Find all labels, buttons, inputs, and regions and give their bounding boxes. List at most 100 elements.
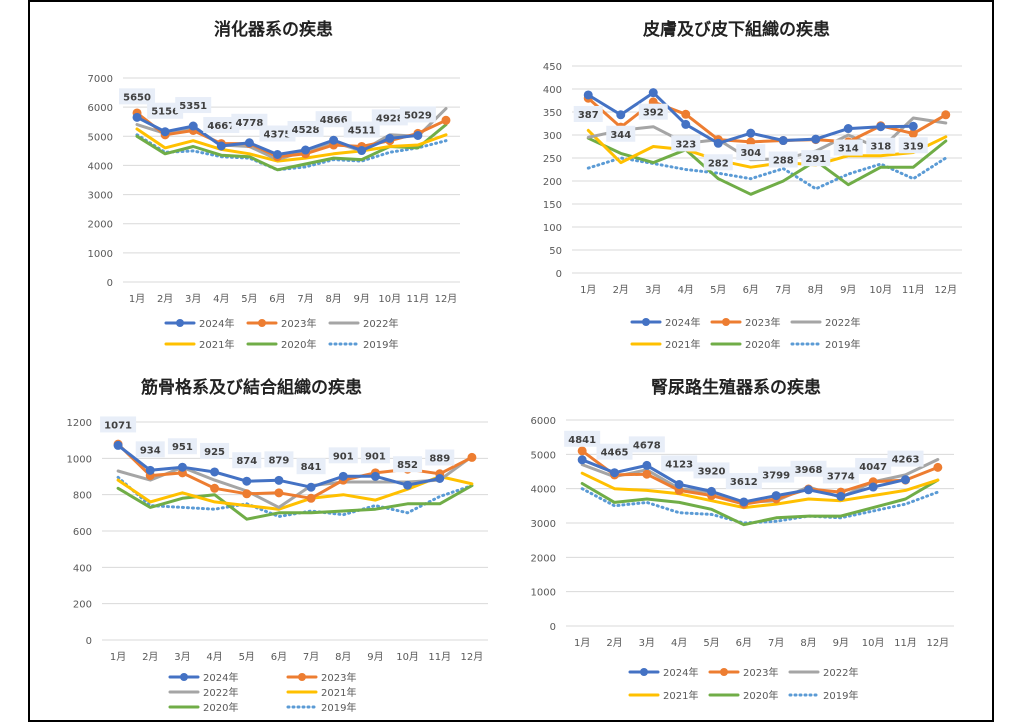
data-label: 1071: [104, 420, 132, 431]
legend-label: 2021年: [321, 686, 356, 699]
x-tick-label: 11月: [902, 284, 925, 296]
data-label: 4263: [892, 455, 920, 466]
x-tick-label: 3月: [174, 651, 190, 663]
legend-marker: [642, 318, 650, 326]
legend-marker: [180, 673, 188, 681]
y-tick-label: 3000: [531, 519, 556, 530]
legend-label: 2023年: [321, 671, 356, 684]
data-label-box: [393, 456, 423, 473]
legend-label: 2023年: [281, 317, 316, 330]
data-point: [160, 127, 170, 137]
x-tick-label: 5月: [241, 293, 257, 305]
data-label-box: [855, 458, 892, 475]
data-label-box: [147, 102, 184, 119]
data-point: [306, 493, 316, 503]
data-label-box: [360, 447, 390, 464]
data-label-box: [661, 455, 698, 472]
y-tick-label: 50: [549, 246, 562, 257]
legend-marker: [640, 668, 648, 676]
x-tick-label: 1月: [110, 651, 126, 663]
y-tick-label: 1200: [67, 418, 92, 429]
legend-label: 2024年: [663, 666, 698, 679]
data-point: [901, 475, 910, 485]
figure-frame: [28, 0, 994, 722]
legend-label: 2019年: [363, 338, 398, 351]
data-label: 319: [903, 141, 924, 152]
data-label: 874: [236, 456, 257, 467]
data-label-box: [628, 436, 665, 453]
y-tick-label: 5000: [88, 132, 113, 143]
data-label: 889: [429, 453, 450, 464]
x-tick-label: 10月: [396, 651, 419, 663]
data-point: [403, 480, 413, 490]
data-label-box: [296, 458, 326, 475]
data-label: 4123: [665, 459, 693, 470]
series-line: [580, 478, 940, 527]
data-label-box: [343, 121, 380, 138]
x-tick-label: 12月: [926, 637, 949, 649]
data-point: [836, 491, 846, 501]
x-tick-label: 7月: [768, 637, 784, 649]
y-tick-label: 6000: [531, 416, 556, 427]
data-label: 901: [365, 451, 386, 462]
x-tick-label: 8月: [335, 651, 351, 663]
x-tick-label: 10月: [869, 284, 892, 296]
x-tick-label: 3月: [185, 293, 201, 305]
x-tick-label: 10月: [378, 293, 401, 305]
data-label-box: [671, 135, 701, 152]
data-point: [301, 145, 311, 155]
data-label-box: [287, 121, 324, 138]
x-tick-label: 8月: [325, 293, 341, 305]
data-point: [648, 88, 658, 98]
data-label: 4047: [859, 462, 887, 473]
y-tick-label: 200: [73, 600, 92, 611]
data-point: [876, 122, 886, 132]
chart-panel-skin: 皮膚及び皮下組織の疾患 0 50 100 150 200 250 300 350 400 450 1…: [528, 14, 980, 366]
data-label: 288: [773, 156, 794, 167]
data-point: [577, 455, 587, 465]
data-label: 4866: [320, 115, 348, 126]
legend-label: 2019年: [321, 701, 356, 714]
chart-svg: 0 50 100 150 200 250 300 350 400 450 1月 2月 3月 4月 5月 6月 7…: [543, 62, 962, 351]
data-label: 4841: [568, 435, 596, 446]
legend-marker: [176, 319, 184, 327]
data-point: [272, 150, 282, 159]
data-label: 5029: [404, 110, 432, 121]
data-label-box: [887, 450, 924, 467]
data-label: 3799: [762, 471, 790, 482]
data-point: [933, 462, 943, 472]
data-label: 4465: [601, 448, 629, 459]
data-label: 323: [675, 139, 696, 150]
data-label: 901: [333, 451, 354, 462]
data-point: [610, 468, 619, 478]
x-tick-label: 5月: [239, 651, 255, 663]
data-label-box: [371, 109, 408, 126]
x-tick-label: 9月: [833, 637, 849, 649]
data-point: [577, 446, 587, 456]
chart-svg: 0 200 400 600 800 1000 1200 1月 2月 3月 4月 5月 6月 7月 8月 9月 1…: [67, 416, 488, 714]
series-line: [586, 128, 948, 169]
data-point: [707, 486, 716, 496]
y-tick-label: 350: [543, 108, 562, 119]
data-label: 392: [643, 108, 664, 119]
data-point: [642, 460, 652, 470]
data-label: 951: [172, 442, 193, 453]
data-label-box: [898, 137, 928, 154]
y-tick-label: 1000: [531, 588, 556, 599]
series-line: [135, 133, 448, 172]
data-label-box: [725, 472, 762, 489]
data-label-box: [801, 150, 831, 167]
data-point: [713, 138, 723, 148]
series-line: [116, 484, 474, 521]
data-label: 4778: [235, 118, 263, 129]
legend-label: 2020年: [743, 689, 778, 702]
data-point: [583, 90, 593, 100]
x-tick-label: 12月: [461, 651, 484, 663]
y-tick-label: 800: [73, 491, 92, 502]
x-tick-label: 9月: [354, 293, 370, 305]
y-tick-label: 5000: [531, 450, 556, 461]
y-tick-label: 6000: [88, 103, 113, 114]
x-tick-label: 10月: [862, 637, 885, 649]
data-label-box: [833, 139, 863, 156]
x-tick-label: 6月: [743, 284, 759, 296]
